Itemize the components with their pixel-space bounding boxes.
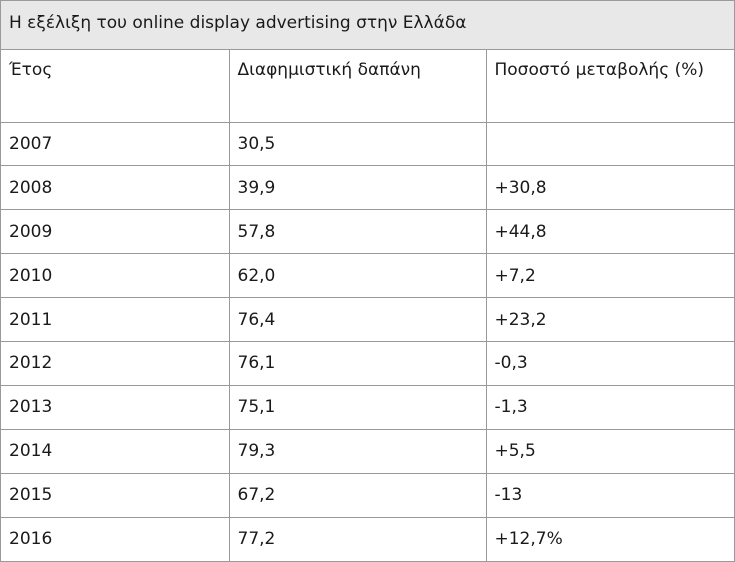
table-row: 2008 39,9 +30,8 xyxy=(1,165,734,211)
cell-percent-change: -1,3 xyxy=(486,385,734,430)
table-title: Η εξέλιξη του online display advertising… xyxy=(9,13,467,33)
table-row: 2012 76,1 -0,3 xyxy=(1,341,734,386)
cell-percent-change: -0,3 xyxy=(486,341,734,386)
cell-year: 2008 xyxy=(1,165,230,211)
cell-year: 2014 xyxy=(1,429,230,474)
table-title-bar: Η εξέλιξη του online display advertising… xyxy=(1,1,734,50)
cell-percent-change: +23,2 xyxy=(486,297,734,342)
cell-year: 2011 xyxy=(1,297,230,342)
cell-ad-spend: 76,4 xyxy=(229,297,487,342)
cell-ad-spend: 62,0 xyxy=(229,253,487,299)
cell-percent-change xyxy=(486,122,734,167)
data-table: Έτος Διαφημιστική δαπάνη Ποσοστό μεταβολ… xyxy=(1,50,734,561)
cell-year: 2010 xyxy=(1,253,230,299)
cell-percent-change: +30,8 xyxy=(486,165,734,211)
cell-percent-change: +44,8 xyxy=(486,209,734,255)
column-header-ad-spend: Διαφημιστική δαπάνη xyxy=(229,50,487,123)
column-header-year: Έτος xyxy=(1,50,230,123)
table-row: 2007 30,5 xyxy=(1,122,734,167)
column-header-percent-change: Ποσοστό μεταβολής (%) xyxy=(486,50,734,123)
cell-ad-spend: 79,3 xyxy=(229,429,487,474)
cell-percent-change: +7,2 xyxy=(486,253,734,299)
cell-year: 2012 xyxy=(1,341,230,386)
cell-ad-spend: 75,1 xyxy=(229,385,487,430)
cell-ad-spend: 30,5 xyxy=(229,122,487,167)
cell-year: 2016 xyxy=(1,517,230,561)
cell-ad-spend: 77,2 xyxy=(229,517,487,561)
table-row: 2016 77,2 +12,7% xyxy=(1,517,734,561)
cell-percent-change: +12,7% xyxy=(494,529,563,550)
table-row: 2015 67,2 -13 xyxy=(1,473,734,518)
cell-ad-spend: 57,8 xyxy=(229,209,487,255)
cell-ad-spend: 76,1 xyxy=(229,341,487,386)
cell-year: 2009 xyxy=(1,209,230,255)
cell-ad-spend: 67,2 xyxy=(229,473,487,518)
table-row: 2010 62,0 +7,2 xyxy=(1,253,734,299)
table-row: 2014 79,3 +5,5 xyxy=(1,429,734,474)
header-row: Έτος Διαφημιστική δαπάνη Ποσοστό μεταβολ… xyxy=(1,50,734,123)
cell-ad-spend: 39,9 xyxy=(229,165,487,211)
cell-year: 2007 xyxy=(1,122,230,167)
cell-percent-change: +5,5 xyxy=(486,429,734,474)
cell-percent-change: -13 xyxy=(486,473,734,518)
table-row: 2013 75,1 -1,3 xyxy=(1,385,734,430)
cell-year: 2015 xyxy=(1,473,230,518)
table-row: 2011 76,4 +23,2 xyxy=(1,297,734,342)
table-row: 2009 57,8 +44,8 xyxy=(1,209,734,255)
cell-year: 2013 xyxy=(1,385,230,430)
